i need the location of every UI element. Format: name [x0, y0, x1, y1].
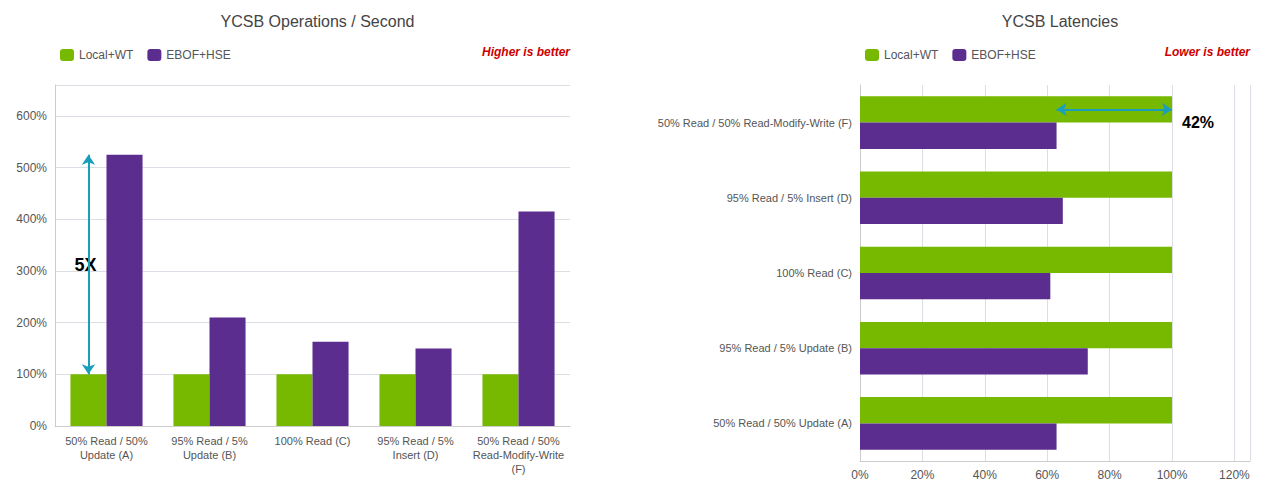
- svg-text:95% Read / 5%: 95% Read / 5%: [171, 435, 248, 447]
- svg-text:5X: 5X: [74, 255, 96, 275]
- svg-text:42%: 42%: [1182, 114, 1214, 131]
- svg-text:60%: 60%: [1035, 468, 1059, 482]
- svg-text:100% Read (C): 100% Read (C): [776, 267, 852, 279]
- svg-text:40%: 40%: [973, 468, 997, 482]
- svg-text:20%: 20%: [910, 468, 934, 482]
- svg-text:Read-Modify-Write: Read-Modify-Write: [473, 449, 565, 461]
- svg-text:YCSB Operations / Second: YCSB Operations / Second: [221, 13, 415, 30]
- svg-text:400%: 400%: [16, 212, 47, 226]
- svg-text:Local+WT: Local+WT: [79, 48, 134, 62]
- svg-text:50% Read / 50%: 50% Read / 50%: [65, 435, 148, 447]
- svg-text:100%: 100%: [16, 367, 47, 381]
- svg-text:50% Read / 50% Read-Modify-Wri: 50% Read / 50% Read-Modify-Write (F): [658, 117, 852, 129]
- svg-text:300%: 300%: [16, 264, 47, 278]
- svg-text:Lower is better: Lower is better: [1165, 45, 1252, 59]
- svg-text:0%: 0%: [30, 419, 48, 433]
- svg-text:100% Read (C): 100% Read (C): [275, 435, 351, 447]
- svg-text:120%: 120%: [1219, 468, 1250, 482]
- svg-text:YCSB Latencies: YCSB Latencies: [1002, 13, 1119, 30]
- svg-text:95% Read / 5% Insert (D): 95% Read / 5% Insert (D): [727, 192, 852, 204]
- svg-text:50% Read / 50%: 50% Read / 50%: [477, 435, 560, 447]
- svg-text:Insert (D): Insert (D): [393, 449, 439, 461]
- svg-text:500%: 500%: [16, 161, 47, 175]
- svg-text:95% Read / 5% Update (B): 95% Read / 5% Update (B): [719, 342, 852, 354]
- svg-text:(F): (F): [511, 463, 525, 475]
- svg-text:EBOF+HSE: EBOF+HSE: [971, 48, 1035, 62]
- svg-text:50% Read / 50% Update (A): 50% Read / 50% Update (A): [713, 417, 852, 429]
- svg-text:100%: 100%: [1157, 468, 1188, 482]
- svg-text:Update (A): Update (A): [80, 449, 133, 461]
- svg-text:Higher is better: Higher is better: [482, 45, 571, 59]
- svg-text:80%: 80%: [1098, 468, 1122, 482]
- svg-text:95% Read / 5%: 95% Read / 5%: [377, 435, 454, 447]
- svg-text:600%: 600%: [16, 109, 47, 123]
- svg-text:200%: 200%: [16, 316, 47, 330]
- svg-text:Local+WT: Local+WT: [884, 48, 939, 62]
- svg-text:Update (B): Update (B): [183, 449, 236, 461]
- svg-text:EBOF+HSE: EBOF+HSE: [166, 48, 230, 62]
- svg-text:0%: 0%: [851, 468, 869, 482]
